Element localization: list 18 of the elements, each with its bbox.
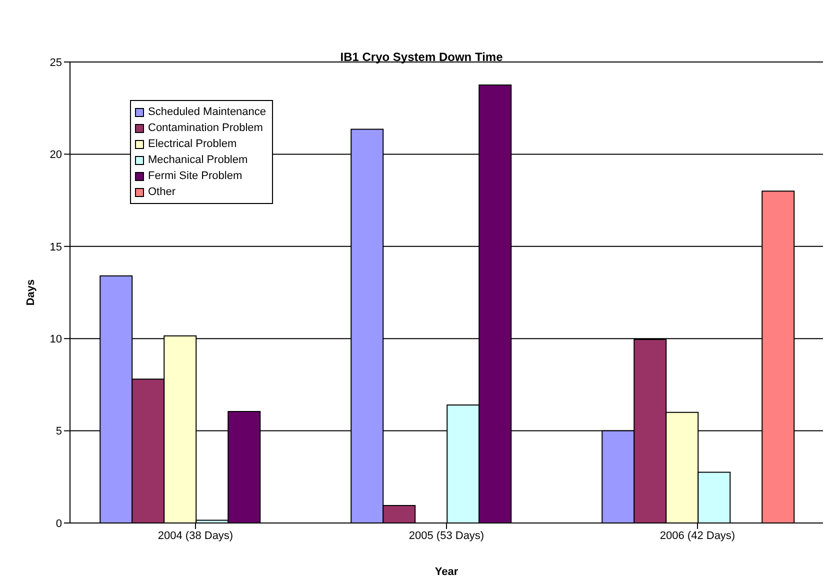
legend-label: Mechanical Problem [148,153,248,168]
y-tick-label: 5 [56,426,62,438]
legend-label: Electrical Problem [148,137,237,152]
y-tick-label: 20 [50,149,62,162]
legend-label: Contamination Problem [148,121,263,136]
y-tick-label: 0 [56,518,62,530]
y-axis-title: Days [24,279,37,306]
legend-label: Scheduled Maintenance [148,105,266,120]
chart-title: IB1 Cryo System Down Time [340,50,503,64]
y-tick-label: 15 [50,241,62,254]
x-tick-label: 2006 (42 Days) [660,530,736,542]
x-tick-label: 2004 (38 Days) [158,530,234,542]
legend-label: Fermi Site Problem [148,169,242,184]
y-tick-label: 25 [50,56,62,69]
y-tick-label: 10 [50,334,62,346]
x-axis-title: Year [434,566,459,578]
x-tick-label: 2005 (53 Days) [408,530,484,542]
legend-label: Other [148,185,176,200]
